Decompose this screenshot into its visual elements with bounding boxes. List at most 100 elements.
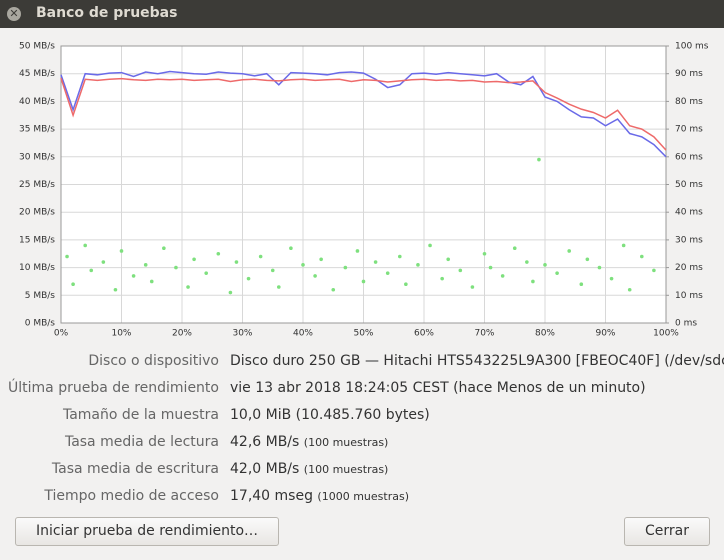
access-point bbox=[89, 268, 94, 273]
info-note: (100 muestras) bbox=[303, 436, 389, 449]
access-point bbox=[355, 249, 360, 253]
access-point bbox=[470, 285, 475, 289]
y2-tick-label: 30 ms bbox=[675, 235, 703, 245]
close-button[interactable]: ✕ bbox=[7, 7, 21, 21]
y-tick-label: 15 MB/s bbox=[19, 235, 55, 245]
access-point bbox=[204, 271, 208, 275]
x-tick-label: 90% bbox=[595, 329, 615, 339]
info-label: Disco o dispositivo bbox=[88, 353, 219, 369]
access-point bbox=[525, 260, 529, 264]
access-point bbox=[385, 271, 390, 275]
access-point bbox=[488, 265, 493, 270]
x-tick-label: 50% bbox=[353, 329, 373, 339]
y-tick-label: 50 MB/s bbox=[19, 42, 55, 52]
access-point bbox=[440, 276, 444, 281]
y2-tick-label: 0 ms bbox=[675, 319, 697, 329]
access-point bbox=[162, 246, 166, 251]
access-point bbox=[373, 260, 378, 264]
y-tick-label: 35 MB/s bbox=[19, 125, 55, 135]
info-label: Última prueba de rendimiento bbox=[8, 380, 219, 396]
line bbox=[60, 77, 667, 151]
access-point bbox=[131, 274, 136, 278]
info-label: Tiempo medio de acceso bbox=[44, 488, 219, 504]
info-row: Disco o dispositivo Disco duro 250 GB — H… bbox=[0, 353, 724, 373]
access-point bbox=[301, 263, 305, 267]
access-point bbox=[289, 246, 293, 251]
access-point bbox=[331, 287, 336, 292]
access-point bbox=[270, 268, 275, 273]
access-point bbox=[579, 282, 584, 287]
access-point bbox=[143, 263, 148, 267]
access-point bbox=[555, 271, 559, 275]
access-point bbox=[404, 282, 408, 287]
close-button[interactable]: Cerrar bbox=[624, 517, 710, 546]
x-tick-label: 20% bbox=[172, 329, 192, 339]
access-point bbox=[234, 260, 239, 264]
y2-tick-label: 70 ms bbox=[675, 125, 703, 135]
y-tick-label: 20 MB/s bbox=[19, 208, 55, 218]
access-point bbox=[113, 287, 118, 292]
info-value: vie 13 abr 2018 18:24:05 CEST (hace Meno… bbox=[230, 380, 646, 396]
access-point bbox=[192, 257, 196, 262]
y2-tick-label: 90 ms bbox=[675, 69, 703, 79]
access-point bbox=[652, 268, 656, 273]
access-point bbox=[500, 274, 505, 278]
info-row: Tasa media de escritura 42,0 MB/s (100 mu… bbox=[0, 461, 724, 481]
access-point bbox=[512, 246, 517, 251]
access-point bbox=[585, 257, 590, 262]
info-label: Tamaño de la muestra bbox=[62, 407, 219, 423]
access-point bbox=[101, 260, 106, 264]
y-tick-label: 30 MB/s bbox=[19, 152, 55, 162]
line bbox=[60, 70, 667, 158]
access-point bbox=[597, 265, 602, 270]
start-button[interactable]: Iniciar prueba de rendimiento… bbox=[15, 517, 279, 546]
info-value: 42,0 MB/s (100 muestras) bbox=[230, 461, 389, 477]
y-tick-label: 5 MB/s bbox=[25, 291, 56, 301]
access-point bbox=[640, 254, 644, 259]
info-value: 10,0 MiB (10.485.760 bytes) bbox=[230, 407, 430, 423]
access-point bbox=[319, 257, 323, 262]
access-point bbox=[621, 243, 626, 248]
info-label: Tasa media de lectura bbox=[64, 434, 219, 450]
info-row: Tamaño de la muestra 10,0 MiB (10.485.760… bbox=[0, 407, 724, 427]
x-tick-label: 40% bbox=[293, 329, 313, 339]
access-point bbox=[531, 279, 535, 284]
access-point bbox=[119, 249, 124, 253]
access-point bbox=[71, 282, 75, 287]
x-tick-label: 70% bbox=[474, 329, 494, 339]
access-point bbox=[627, 287, 632, 292]
y-tick-label: 40 MB/s bbox=[19, 97, 55, 107]
y2-tick-label: 20 ms bbox=[675, 263, 703, 273]
info-row: Tasa media de lectura 42,6 MB/s (100 mues… bbox=[0, 434, 724, 454]
access-point bbox=[482, 251, 487, 256]
x-tick-label: 100% bbox=[653, 329, 679, 339]
access-point bbox=[567, 249, 571, 253]
access-point bbox=[343, 265, 348, 270]
y-tick-label: 0 MB/s bbox=[25, 319, 56, 329]
access-point bbox=[446, 257, 451, 262]
access-point bbox=[228, 290, 233, 295]
y2-tick-label: 60 ms bbox=[675, 152, 703, 162]
info-note: (100 muestras) bbox=[303, 463, 389, 476]
y2-tick-label: 40 ms bbox=[675, 208, 703, 218]
access-point bbox=[537, 157, 541, 162]
chart: 0 MB/s 5 MB/s 10 MB/s 15 MB/s 20 MB/s 25 MB/s… bbox=[19, 42, 709, 339]
access-point bbox=[398, 254, 402, 259]
x-tick-label: 10% bbox=[111, 329, 131, 339]
x-tick-label: 80% bbox=[535, 329, 555, 339]
y2-tick-label: 80 ms bbox=[675, 97, 703, 107]
access-point bbox=[174, 265, 178, 270]
y2-tick-label: 50 ms bbox=[675, 180, 703, 190]
y-tick-label: 25 MB/s bbox=[19, 180, 55, 190]
y-tick-label: 10 MB/s bbox=[19, 263, 55, 273]
x-tick-label: 30% bbox=[232, 329, 252, 339]
access-point bbox=[543, 263, 547, 267]
access-point bbox=[186, 285, 190, 289]
info-row: Última prueba de rendimiento vie 13 abr 2… bbox=[0, 380, 724, 400]
access-point bbox=[149, 279, 154, 284]
access-point bbox=[65, 254, 69, 259]
access-point bbox=[83, 243, 87, 248]
access-point bbox=[277, 285, 281, 289]
y2-tick-label: 10 ms bbox=[675, 291, 703, 301]
